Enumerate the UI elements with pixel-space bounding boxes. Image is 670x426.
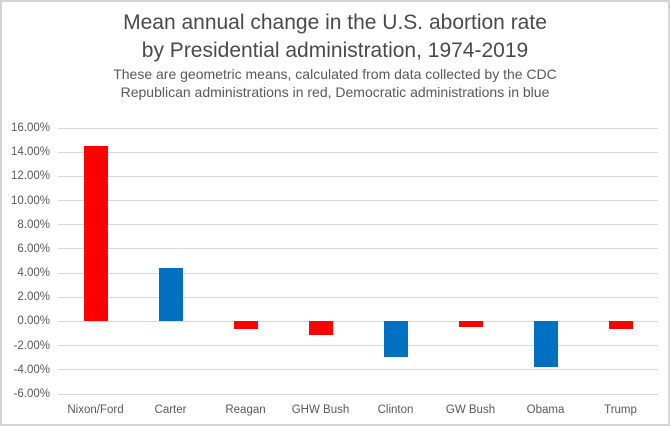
- x-axis-category-label: GW Bush: [445, 404, 496, 416]
- gridline: [58, 369, 658, 371]
- bar-carter: [158, 268, 183, 322]
- x-axis-category-label: Obama: [526, 404, 565, 416]
- bar-ghw-bush: [308, 321, 333, 335]
- x-axis-category-label: Trump: [604, 404, 637, 416]
- chart-subtitle-line1: These are geometric means, calculated fr…: [113, 66, 557, 82]
- bar-nixon-ford: [83, 146, 108, 322]
- y-axis-tick-label: 14.00%: [10, 146, 50, 159]
- x-axis: Nixon/Ford Carter Reagan GHW Bush Clinton GW …: [58, 402, 658, 420]
- bar-clinton: [383, 321, 408, 357]
- y-axis-tick-label: 6.00%: [17, 242, 50, 255]
- x-axis-category-label: Nixon/Ford: [67, 404, 124, 416]
- chart-title-line2: by Presidential administration, 1974-201…: [141, 39, 529, 62]
- bar-obama: [533, 321, 558, 368]
- gridline: [58, 200, 658, 202]
- gridline: [58, 320, 658, 322]
- y-axis-tick-label: 12.00%: [10, 170, 50, 183]
- plot-area: [58, 127, 658, 395]
- gridline: [58, 151, 658, 153]
- chart-subtitle-line2: Republican administrations in red, Democ…: [120, 84, 550, 100]
- bar-reagan: [233, 321, 258, 329]
- y-axis-tick-label: 2.00%: [17, 291, 50, 304]
- y-axis-tick-label: 0.00%: [17, 315, 50, 328]
- gridline: [58, 224, 658, 226]
- gridline: [58, 175, 658, 177]
- x-axis-category-label: Carter: [154, 404, 187, 416]
- x-axis-category-label: Reagan: [225, 404, 266, 416]
- bar-trump: [608, 321, 633, 329]
- chart-title-line1: Mean annual change in the U.S. abortion …: [123, 11, 547, 34]
- y-axis-tick-label: -6.00%: [13, 388, 50, 400]
- y-axis-tick-label: 4.00%: [17, 267, 50, 280]
- y-axis-tick-label: -4.00%: [13, 363, 50, 376]
- chart-header: Mean annual change in the U.S. abortion …: [2, 9, 668, 101]
- x-axis-category-label: Clinton: [377, 404, 414, 416]
- y-axis-tick-label: 16.00%: [10, 122, 50, 134]
- gridline: [58, 127, 658, 129]
- bar-gw-bush: [458, 321, 483, 328]
- y-axis-tick-label: 8.00%: [17, 218, 50, 231]
- y-axis-tick-label: -2.00%: [13, 339, 50, 352]
- y-axis-tick-label: 10.00%: [10, 194, 50, 207]
- gridline: [58, 345, 658, 347]
- y-axis: 16.00% 14.00% 12.00% 10.00% 8.00% 6.00% 4.00% 2…: [2, 2, 52, 424]
- gridline: [58, 296, 658, 298]
- x-axis-category-label: GHW Bush: [291, 404, 350, 416]
- gridline: [58, 393, 658, 395]
- gridline: [58, 272, 658, 274]
- gridline: [58, 248, 658, 250]
